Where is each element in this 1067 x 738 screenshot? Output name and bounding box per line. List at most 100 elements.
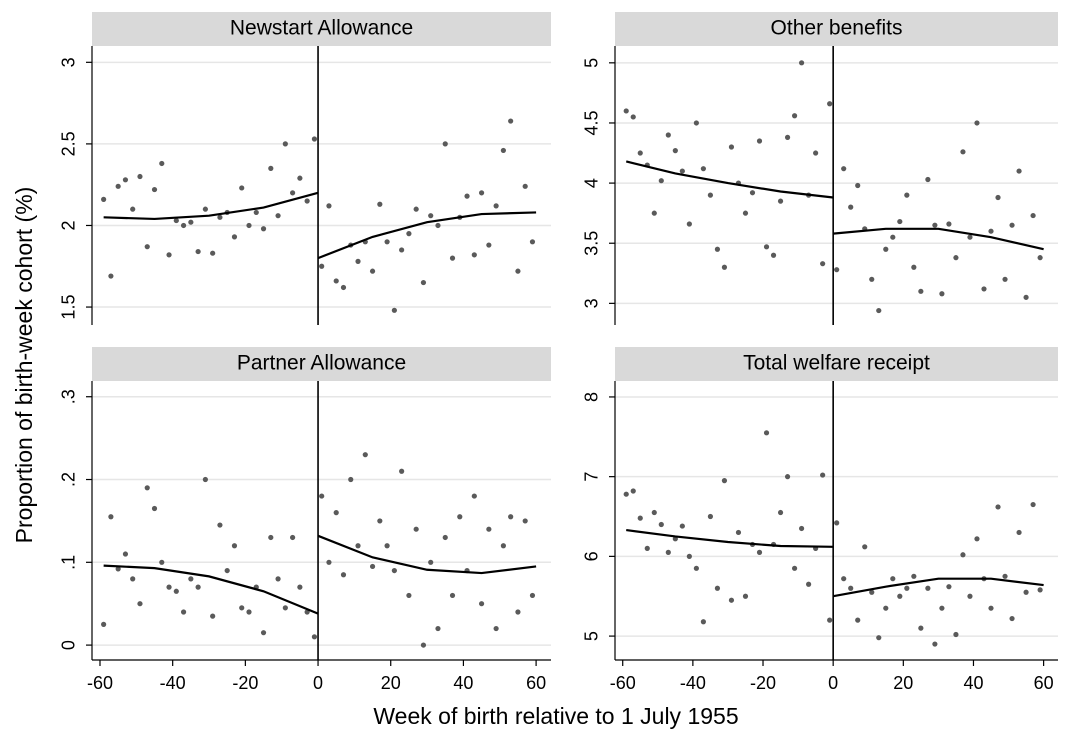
point [384, 543, 390, 549]
point [946, 221, 952, 227]
point [188, 219, 194, 225]
point [925, 176, 931, 183]
x-tick-label: 60 [526, 673, 546, 693]
point [391, 307, 397, 313]
point [493, 625, 499, 632]
point [130, 576, 136, 582]
point [644, 545, 650, 552]
point [995, 504, 1001, 510]
point [953, 631, 959, 638]
point [848, 585, 854, 591]
strip: Partner Allowance [92, 347, 551, 381]
point [777, 198, 784, 204]
point [369, 563, 376, 570]
point [144, 244, 150, 250]
point [144, 485, 150, 491]
point [420, 642, 427, 648]
point [953, 255, 959, 261]
point [911, 264, 917, 270]
point [391, 567, 397, 574]
point [326, 203, 332, 209]
point [500, 147, 506, 154]
x-tick-label: 40 [963, 673, 983, 693]
point [791, 113, 798, 119]
y-tick-label: .2 [59, 472, 79, 487]
x-tick-label: -60 [610, 673, 636, 693]
point [428, 213, 434, 219]
point [297, 175, 303, 181]
point [939, 605, 945, 611]
point [834, 267, 840, 273]
point [464, 193, 470, 199]
panel-title: Other benefits [771, 17, 903, 40]
point [239, 185, 245, 191]
point [290, 190, 296, 196]
point [377, 201, 383, 207]
point [406, 231, 412, 237]
point [932, 222, 938, 228]
point [932, 641, 938, 647]
point [115, 566, 121, 572]
point [974, 536, 980, 542]
point [399, 247, 405, 253]
point [630, 488, 636, 494]
point [995, 194, 1001, 201]
point [918, 288, 924, 294]
x-tick-label: 0 [828, 673, 838, 693]
point [311, 136, 318, 142]
point [728, 144, 735, 150]
x-tick-label: -20 [750, 673, 776, 693]
point [904, 585, 910, 591]
point [813, 150, 819, 156]
point [435, 222, 441, 229]
point [981, 286, 987, 292]
point [1037, 587, 1043, 593]
point [904, 192, 910, 198]
point [442, 534, 448, 541]
point [960, 149, 966, 155]
y-tick-label: 2 [59, 220, 79, 230]
point [268, 165, 274, 171]
point [522, 183, 528, 189]
point [1009, 615, 1015, 622]
point [876, 307, 882, 314]
point [665, 132, 671, 138]
point [515, 268, 521, 274]
point [202, 476, 208, 483]
point [486, 242, 492, 248]
point [974, 120, 980, 126]
fit-line [832, 577, 1044, 598]
fit-line [626, 528, 834, 548]
point [658, 178, 664, 184]
point [869, 276, 875, 282]
point [333, 278, 339, 284]
point [508, 514, 514, 520]
point [435, 625, 441, 632]
point [869, 589, 875, 595]
point [275, 213, 281, 219]
point [1002, 573, 1008, 579]
point [883, 246, 889, 252]
panel-title: Partner Allowance [237, 352, 406, 375]
point [311, 634, 318, 640]
point [672, 148, 678, 154]
point [693, 565, 699, 571]
strip-background [615, 12, 1058, 46]
point [500, 543, 506, 549]
point [130, 206, 136, 212]
point [173, 217, 179, 224]
panel: Other benefits 3 3.5 4 4.5 5 [582, 12, 1058, 325]
x-tick-label: 20 [381, 673, 401, 693]
point [304, 198, 310, 204]
point [862, 544, 868, 550]
y-tick-label: 5 [582, 58, 602, 68]
point [246, 609, 252, 615]
point [918, 625, 924, 631]
y-tick-label: 4.5 [582, 110, 602, 135]
point [457, 514, 463, 520]
point [340, 284, 347, 291]
point [827, 101, 833, 107]
y-tick-label: 3 [59, 57, 79, 67]
y-tick-label: 5 [582, 631, 602, 641]
